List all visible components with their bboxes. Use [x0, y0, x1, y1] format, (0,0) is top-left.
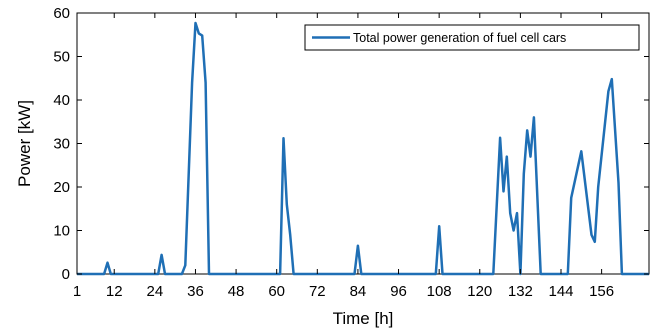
- x-tick-label: 96: [390, 283, 407, 300]
- plot-area: [76, 12, 650, 275]
- y-tick-label: 40: [53, 92, 70, 109]
- plot-frame: [76, 12, 650, 275]
- x-tick-label: 60: [268, 283, 285, 300]
- y-tick-label: 20: [53, 179, 70, 196]
- y-tick-label: 0: [62, 266, 70, 283]
- x-tick-label: 36: [187, 283, 204, 300]
- legend: Total power generation of fuel cell cars: [304, 24, 640, 51]
- x-tick-label: 84: [350, 283, 367, 300]
- y-tick-label: 60: [53, 5, 70, 22]
- x-tick-label: 108: [427, 283, 452, 300]
- x-tick-label: 120: [467, 283, 492, 300]
- y-tick-label: 50: [53, 49, 70, 66]
- y-axis-ticks: 0 10 20 30 40 50 60: [53, 5, 649, 283]
- y-tick-label: 30: [53, 136, 70, 153]
- y-axis-label: Power [kW]: [15, 100, 34, 187]
- x-tick-label: 72: [309, 283, 326, 300]
- series-line-0: [77, 21, 649, 276]
- x-tick-label: 24: [147, 283, 164, 300]
- legend-label: Total power generation of fuel cell cars: [353, 31, 566, 45]
- legend-box: [304, 24, 640, 51]
- x-tick-label: 156: [589, 283, 614, 300]
- x-tick-label: 1: [73, 283, 81, 300]
- x-axis-ticks: 1 12 24 36 48 60 72 84 96 108 120 132 144 156: [73, 13, 614, 300]
- x-tick-label: 48: [228, 283, 245, 300]
- x-tick-label: 144: [548, 283, 573, 300]
- series-layer: [77, 21, 649, 276]
- x-axis-label: Time [h]: [333, 309, 394, 328]
- y-tick-label: 10: [53, 223, 70, 240]
- x-tick-label: 12: [106, 283, 123, 300]
- x-tick-label: 132: [508, 283, 533, 300]
